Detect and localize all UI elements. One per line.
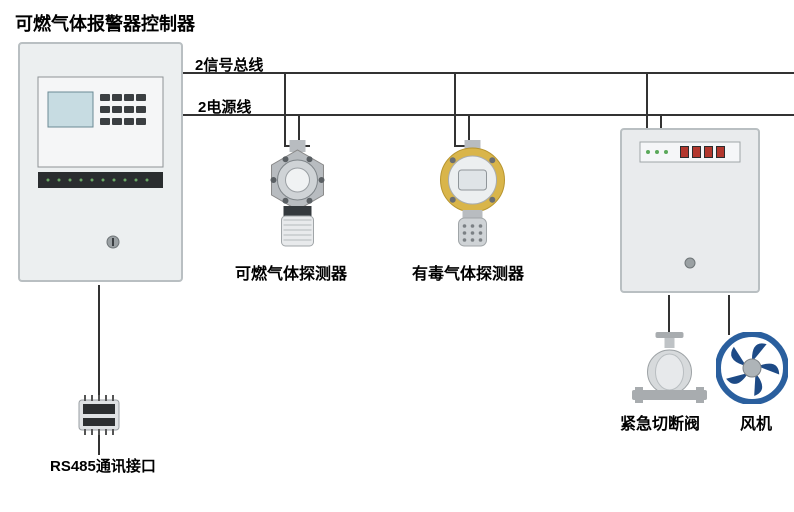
signal-bus-label: 2信号总线 xyxy=(195,54,263,75)
shutoff-valve-label: 紧急切断阀 xyxy=(620,410,700,434)
remote-control-panel xyxy=(620,128,760,293)
rs485-label: RS485通讯接口 xyxy=(50,455,156,476)
power-line-label: 2电源线 xyxy=(198,96,251,117)
ventilation-fan xyxy=(716,332,788,404)
rs485-module xyxy=(74,395,124,435)
toxic-detector-label: 有毒气体探测器 xyxy=(412,260,524,284)
controller-title: 可燃气体报警器控制器 xyxy=(15,10,195,36)
combustible-gas-detector xyxy=(255,140,340,255)
combustible-detector-label: 可燃气体探测器 xyxy=(235,260,347,284)
toxic-gas-detector xyxy=(430,140,515,255)
fan-label: 风机 xyxy=(740,410,772,434)
alarm-controller xyxy=(18,42,183,282)
emergency-shutoff-valve xyxy=(632,332,707,407)
